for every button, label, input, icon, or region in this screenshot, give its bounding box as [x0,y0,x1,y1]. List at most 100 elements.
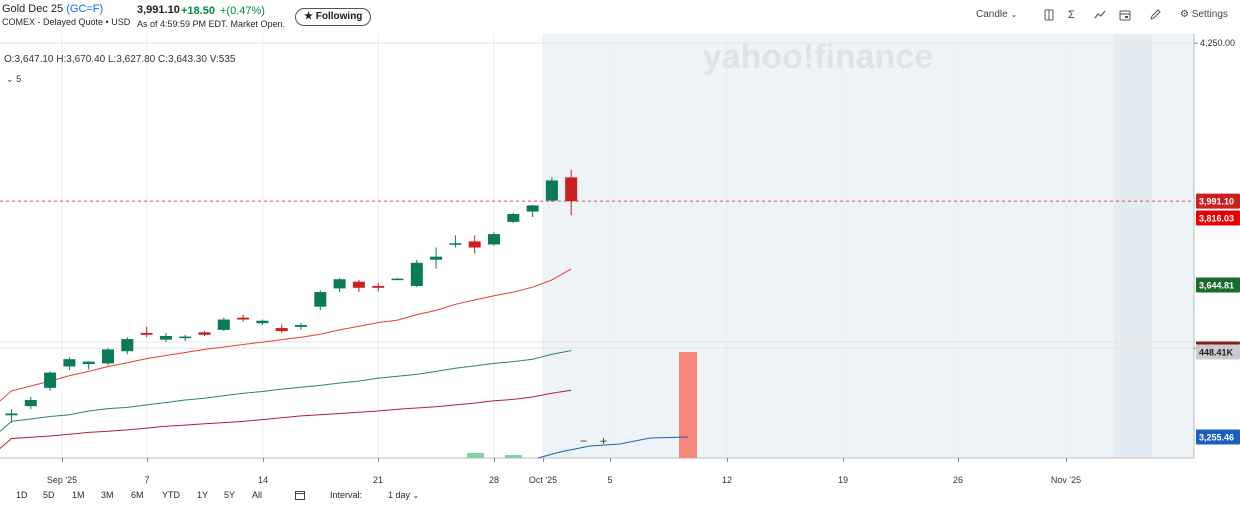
star-icon: ★ [304,11,313,22]
range-6m[interactable]: 6M [131,490,144,500]
instrument-symbol[interactable]: (GC=F) [66,3,104,15]
candle-body [352,281,365,288]
x-axis-tick-label: 7 [144,475,150,485]
candle-body [217,319,230,330]
x-axis-tick-label: 28 [488,475,500,485]
range-5d[interactable]: 5D [43,490,55,500]
x-axis-tick [958,458,959,462]
draw-pencil-icon[interactable] [1149,9,1161,24]
candle-body [391,278,404,281]
x-axis-tick [62,458,63,462]
candle-body [121,339,134,352]
candle-body [256,320,269,324]
range-1d[interactable]: 1D [16,490,28,500]
x-axis-tick-label: Sep '25 [46,475,78,485]
candle-body [430,256,443,260]
current-price: 3,991.10 [137,4,180,16]
candle-body [295,325,307,327]
candle-body [179,336,192,339]
volume-ma-tag-label: 3,255.46 [1199,433,1234,443]
x-axis-tick-label: 26 [952,475,964,485]
x-axis-tick [727,458,728,462]
last-price-tag-label: 3,991.10 [1199,197,1234,207]
indicator-legend-toggle[interactable]: ⌄ 5 [6,74,21,85]
range-ytd[interactable]: YTD [162,490,180,500]
settings-button[interactable]: ⚙ Settings [1180,9,1228,20]
candle-body [24,400,37,407]
exchange-info: COMEX - Delayed Quote • USD [2,17,131,27]
calendar-icon[interactable] [295,490,305,502]
x-axis-tick [494,458,495,462]
y-axis-tick-label: 4,250.00 [1200,38,1235,48]
x-axis-tick [147,458,148,462]
candle-body [102,349,114,364]
x-axis-tick [1066,458,1067,462]
ma-value-tag-label: 3,816.03 [1199,214,1234,224]
x-axis-tick-label: 14 [257,475,269,485]
moving-average-line [0,389,572,449]
price-change: +18.50 [181,5,215,17]
candlesticks [5,170,578,423]
interval-label: Interval: [330,490,363,500]
zoom-out-button[interactable]: − [580,434,588,448]
candle-body [63,359,76,367]
chart-type-dropdown[interactable]: Candle ⌄ [976,9,1017,20]
y-axis-value-tags: 3,991.10 3,816.03 3,644.81 448.41K 3,255.46 [1196,193,1240,445]
market-hours-shade [1114,34,1152,458]
candle-body [507,213,520,222]
range-1m[interactable]: 1M [72,490,85,500]
x-axis-tick [543,458,544,462]
volume-bars [467,352,697,459]
price-chart[interactable]: yahoo!finance 4,250.003,750.00 3,991.103… [0,34,1240,462]
legend-count: 5 [16,74,22,84]
moving-average-line [0,350,572,432]
price-change-percent: +(0.47%) [220,5,265,17]
candle-body [545,180,558,201]
chart-grid [0,34,1195,459]
x-axis-tick [610,458,611,462]
last-price-tag [1196,193,1240,209]
line-chart-icon[interactable] [1094,9,1107,24]
candle-body [410,262,423,286]
candle-body [82,361,95,365]
range-1y[interactable]: 1Y [197,490,209,500]
volume-bar [467,453,484,458]
candle-body [372,285,385,288]
volume-value-tag [1196,344,1240,360]
following-button[interactable]: ★ Following [295,8,372,26]
moving-averages [0,268,572,449]
calendar-events-icon[interactable] [1119,9,1131,24]
candle-body [314,292,327,307]
candle-body [44,372,57,388]
chevron-down-icon: ⌄ [6,74,14,84]
candle-body [468,241,481,248]
volume-bar [679,352,697,458]
gear-icon: ⚙ [1180,9,1189,20]
candle-body [5,413,18,416]
interval-value: 1 day [388,490,411,500]
x-axis-tick-label: Oct '25 [528,475,558,485]
compare-icon[interactable] [1043,9,1055,24]
ma-value-tag [1196,210,1240,226]
candle-body [159,335,172,340]
interval-dropdown[interactable]: 1 day ⌄ [388,490,419,500]
market-hours-shade [543,34,1194,458]
range-3m[interactable]: 3M [101,490,114,500]
moving-average-line [0,268,572,402]
x-axis-tick [263,458,264,462]
ma-value-tag [1196,341,1240,345]
candle-body [526,205,539,212]
candle-body [140,332,153,335]
quote-timestamp: As of 4:59:59 PM EDT. Market Open. [137,19,286,29]
candle-body [488,234,500,245]
volume-ma-line [537,436,689,459]
candle-body [565,177,578,202]
range-5y[interactable]: 5Y [224,490,236,500]
volume-bar [505,455,522,458]
zoom-in-button[interactable]: + [600,434,608,448]
x-axis-tick-label: 19 [837,475,849,485]
x-axis-tick-label: Nov '25 [1050,475,1082,485]
ma-value-tag [1196,277,1240,293]
indicator-sigma-icon[interactable]: Σ [1068,9,1075,21]
range-all[interactable]: All [252,490,263,500]
